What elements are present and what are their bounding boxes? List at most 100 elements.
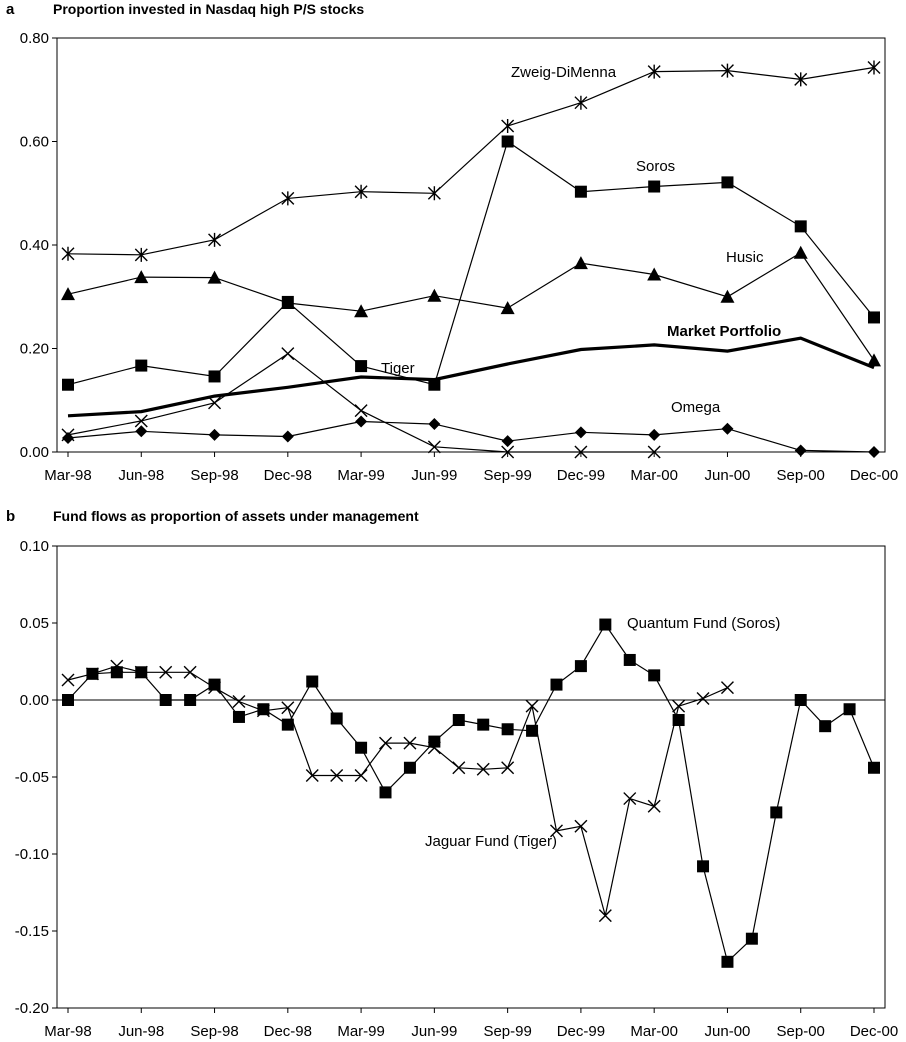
- data-point-triangle: [427, 288, 442, 302]
- data-point-x: [574, 445, 588, 459]
- data-point-square: [599, 618, 612, 631]
- data-point-square: [184, 694, 197, 706]
- data-point-diamond: [501, 435, 514, 448]
- series-label: Market Portfolio: [667, 323, 781, 340]
- data-point-triangle: [280, 295, 295, 309]
- data-point-square: [62, 694, 74, 706]
- data-point-x: [672, 699, 686, 713]
- plot-frame: [56, 37, 886, 453]
- data-point-square: [281, 718, 294, 731]
- data-point-x: [354, 404, 368, 418]
- data-point-square: [379, 786, 392, 799]
- data-point-square: [648, 180, 661, 193]
- data-point-diamond: [135, 425, 148, 438]
- data-point-x: [501, 761, 515, 775]
- series-jaguar-fund-tiger: [61, 659, 734, 923]
- data-point-x: [281, 347, 295, 361]
- y-tick-label: 0.80: [20, 30, 49, 47]
- y-tick-label: 0.00: [20, 692, 49, 709]
- x-tick-label: Mar-98: [44, 467, 92, 484]
- data-point-square: [843, 703, 856, 716]
- data-point-x: [525, 699, 539, 713]
- data-point-square: [648, 669, 661, 682]
- data-point-x: [330, 768, 344, 782]
- data-point-x: [159, 665, 173, 679]
- data-point-square: [355, 741, 368, 754]
- y-tick-label: -0.10: [15, 846, 49, 863]
- x-tick-label: Sep-00: [777, 467, 825, 484]
- data-point-x: [720, 681, 734, 695]
- y-tick-label: 0.05: [20, 615, 49, 632]
- y-tick-label: -0.20: [15, 1000, 49, 1017]
- data-point-x: [134, 414, 148, 428]
- data-point-x: [208, 681, 222, 695]
- data-point-triangle: [793, 245, 808, 259]
- data-point-star: [354, 184, 368, 199]
- x-tick-label: Dec-99: [557, 467, 605, 484]
- data-point-square: [697, 860, 710, 873]
- data-point-square: [403, 761, 416, 774]
- data-point-star: [867, 60, 881, 75]
- data-point-square: [208, 370, 221, 383]
- y-tick-label: -0.15: [15, 923, 49, 940]
- data-point-x: [305, 768, 319, 782]
- chart-title: Fund flows as proportion of assets under…: [53, 508, 419, 524]
- x-tick-label: Jun-99: [411, 1023, 457, 1040]
- data-point-square: [501, 135, 514, 148]
- series-market-portfolio: [67, 336, 875, 418]
- data-point-x: [452, 761, 466, 775]
- data-point-triangle: [573, 256, 588, 270]
- x-tick-label: Dec-00: [850, 1023, 898, 1040]
- data-point-square: [232, 710, 245, 723]
- y-tick-label: -0.05: [15, 769, 49, 786]
- data-point-triangle: [720, 289, 735, 303]
- data-point-square: [574, 660, 587, 673]
- series-soros: [62, 135, 880, 391]
- data-point-triangle: [867, 353, 881, 367]
- series-line: [67, 336, 875, 418]
- series-line: [67, 66, 875, 256]
- x-tick-label: Mar-00: [630, 1023, 678, 1040]
- series-line: [67, 251, 875, 361]
- data-point-star: [427, 186, 441, 201]
- data-point-x: [232, 695, 246, 709]
- data-point-square: [62, 378, 74, 391]
- data-point-x: [61, 673, 75, 687]
- data-point-square: [452, 714, 465, 727]
- data-point-square: [159, 694, 172, 706]
- data-point-triangle: [61, 287, 75, 301]
- data-point-x: [427, 440, 441, 454]
- x-tick-label: Jun-99: [411, 467, 457, 484]
- data-point-x: [403, 736, 417, 750]
- data-point-x: [647, 799, 661, 813]
- data-point-square: [330, 712, 343, 725]
- x-tick-label: Jun-00: [705, 1023, 751, 1040]
- chart-title: Proportion invested in Nasdaq high P/S s…: [53, 1, 364, 17]
- data-point-triangle: [134, 270, 149, 284]
- x-tick-label: Dec-00: [850, 467, 898, 484]
- data-point-square: [306, 675, 319, 688]
- data-point-square: [721, 955, 734, 968]
- series-label: Jaguar Fund (Tiger): [425, 833, 557, 850]
- y-tick-label: 0.00: [20, 444, 49, 461]
- data-point-diamond: [648, 428, 661, 441]
- x-tick-label: Dec-99: [557, 1023, 605, 1040]
- y-tick-label: 0.40: [20, 237, 49, 254]
- x-tick-label: Mar-00: [630, 467, 678, 484]
- series-omega: [62, 415, 880, 458]
- x-tick-label: Sep-99: [483, 1023, 531, 1040]
- data-point-square: [208, 678, 221, 691]
- data-point-star: [574, 95, 588, 110]
- series-quantum-fund-soros: [62, 618, 880, 968]
- data-point-square: [550, 678, 563, 691]
- data-point-square: [135, 359, 148, 372]
- x-tick-label: Dec-98: [264, 467, 312, 484]
- data-point-diamond: [428, 418, 441, 431]
- data-point-x: [281, 701, 295, 715]
- data-point-x: [354, 768, 368, 782]
- series-zweig-dimenna: [61, 60, 881, 262]
- series-label: Zweig-DiMenna: [511, 64, 617, 81]
- data-point-x: [183, 665, 197, 679]
- data-point-x: [476, 762, 490, 776]
